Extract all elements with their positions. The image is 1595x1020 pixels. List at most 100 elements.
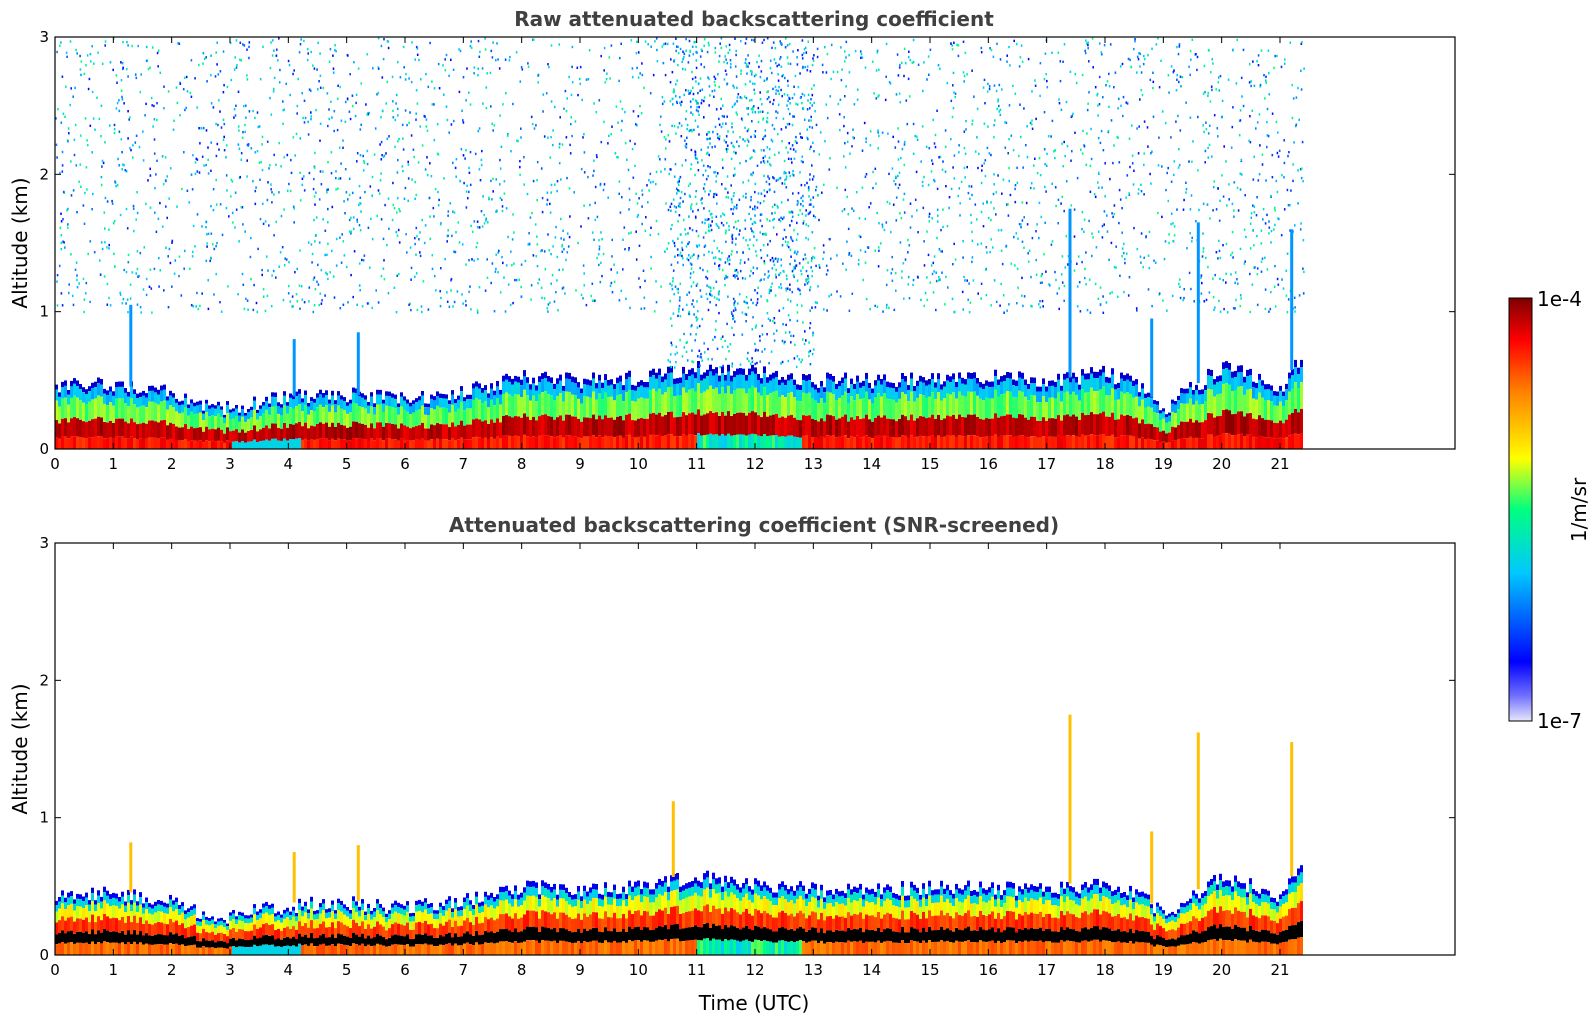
p1-column-layer: [367, 427, 370, 441]
noise-point: [1143, 54, 1145, 58]
p1-column-layer: [313, 398, 316, 403]
noise-point: [681, 60, 683, 64]
p1-column-layer: [1294, 367, 1297, 383]
p1-column-layer: [898, 382, 901, 388]
p1-column-layer: [1120, 414, 1123, 436]
p1-column-layer: [151, 385, 154, 391]
p1-column-layer: [1210, 389, 1213, 414]
p1-column-layer: [484, 385, 487, 391]
p1-column-layer: [805, 375, 808, 382]
p1-column-layer: [1090, 367, 1093, 374]
noise-point: [1177, 114, 1179, 118]
noise-point: [986, 200, 988, 203]
p1-column-layer: [277, 414, 280, 428]
noise-point: [655, 182, 657, 186]
p1-column-layer: [133, 438, 136, 449]
p1-column-layer: [556, 436, 559, 449]
noise-point: [878, 94, 880, 97]
p1-column-layer: [325, 395, 328, 405]
noise-point: [252, 308, 255, 312]
p1-column-layer: [1180, 438, 1183, 449]
p1-column-layer: [271, 438, 274, 449]
noise-point: [111, 199, 113, 203]
noise-point: [939, 155, 942, 159]
noise-point: [318, 303, 320, 307]
noise-point: [901, 147, 904, 151]
p1-column-layer: [433, 400, 436, 410]
p1-column-layer: [682, 412, 685, 435]
noise-point: [465, 149, 467, 152]
noise-point: [964, 152, 967, 155]
p1-column-layer: [412, 440, 415, 449]
p1-column-layer: [565, 372, 568, 379]
noise-point: [272, 39, 274, 42]
noise-point: [394, 145, 396, 148]
noise-point: [299, 199, 302, 202]
noise-point: [1181, 76, 1184, 79]
noise-point: [1168, 233, 1170, 236]
noise-point: [885, 75, 887, 78]
noise-point: [1096, 94, 1098, 97]
noise-point: [596, 256, 598, 260]
p1-column-layer: [175, 411, 178, 427]
p1-column-layer: [385, 395, 388, 406]
noise-point: [296, 112, 298, 115]
p1-column-layer: [97, 377, 100, 384]
noise-point: [1196, 55, 1199, 59]
p1-column-layer: [1249, 388, 1252, 413]
noise-point: [266, 140, 269, 143]
noise-point: [590, 294, 592, 298]
noise-point: [1202, 124, 1204, 127]
p1-column-layer: [1168, 412, 1171, 416]
noise-point: [417, 161, 420, 164]
noise-point: [272, 269, 275, 273]
noise-point: [1088, 278, 1091, 281]
p1-column-layer: [682, 366, 685, 374]
p1-column-layer: [643, 436, 646, 449]
noise-point: [571, 81, 574, 84]
noise-point: [66, 209, 68, 212]
noise-point: [386, 243, 388, 247]
noise-point: [984, 159, 987, 162]
noise-point: [100, 135, 102, 138]
noise-point: [600, 231, 602, 234]
p1-column-layer: [772, 435, 775, 449]
noise-point: [541, 296, 543, 300]
p1-column-layer: [958, 435, 961, 449]
p1-column-layer: [430, 424, 433, 440]
noise-point: [480, 210, 483, 213]
p1-column-layer: [358, 438, 361, 449]
p1-column-layer: [721, 387, 724, 412]
p1-column-layer: [577, 418, 580, 437]
noise-point: [313, 67, 316, 70]
p1-column-layer: [640, 385, 643, 398]
p1-column-layer: [1069, 382, 1072, 395]
noise-point: [64, 246, 66, 249]
p1-column-layer: [190, 411, 193, 427]
noise-point: [791, 290, 794, 294]
p1-column-layer: [367, 440, 370, 449]
p1-column-layer: [187, 429, 190, 441]
p1-column-layer: [1000, 381, 1003, 395]
noise-point: [706, 50, 709, 54]
noise-point: [473, 220, 476, 223]
noise-point: [1265, 79, 1267, 82]
p1-column-layer: [520, 385, 523, 398]
noise-point: [358, 284, 361, 287]
p1-column-layer: [1252, 418, 1255, 437]
p1-column-layer: [292, 439, 295, 449]
noise-point: [339, 177, 342, 180]
noise-point: [563, 107, 565, 110]
noise-point: [458, 241, 461, 244]
noise-point: [662, 43, 665, 46]
p1-column-layer: [310, 410, 313, 426]
p1-column-layer: [673, 436, 676, 449]
noise-point: [1027, 57, 1030, 61]
noise-point: [246, 48, 248, 51]
p1-column-layer: [238, 415, 241, 422]
noise-point: [1276, 190, 1279, 194]
noise-point: [757, 200, 759, 204]
p1-column-layer: [769, 380, 772, 394]
noise-point: [442, 64, 444, 67]
p1-column-layer: [88, 391, 91, 402]
